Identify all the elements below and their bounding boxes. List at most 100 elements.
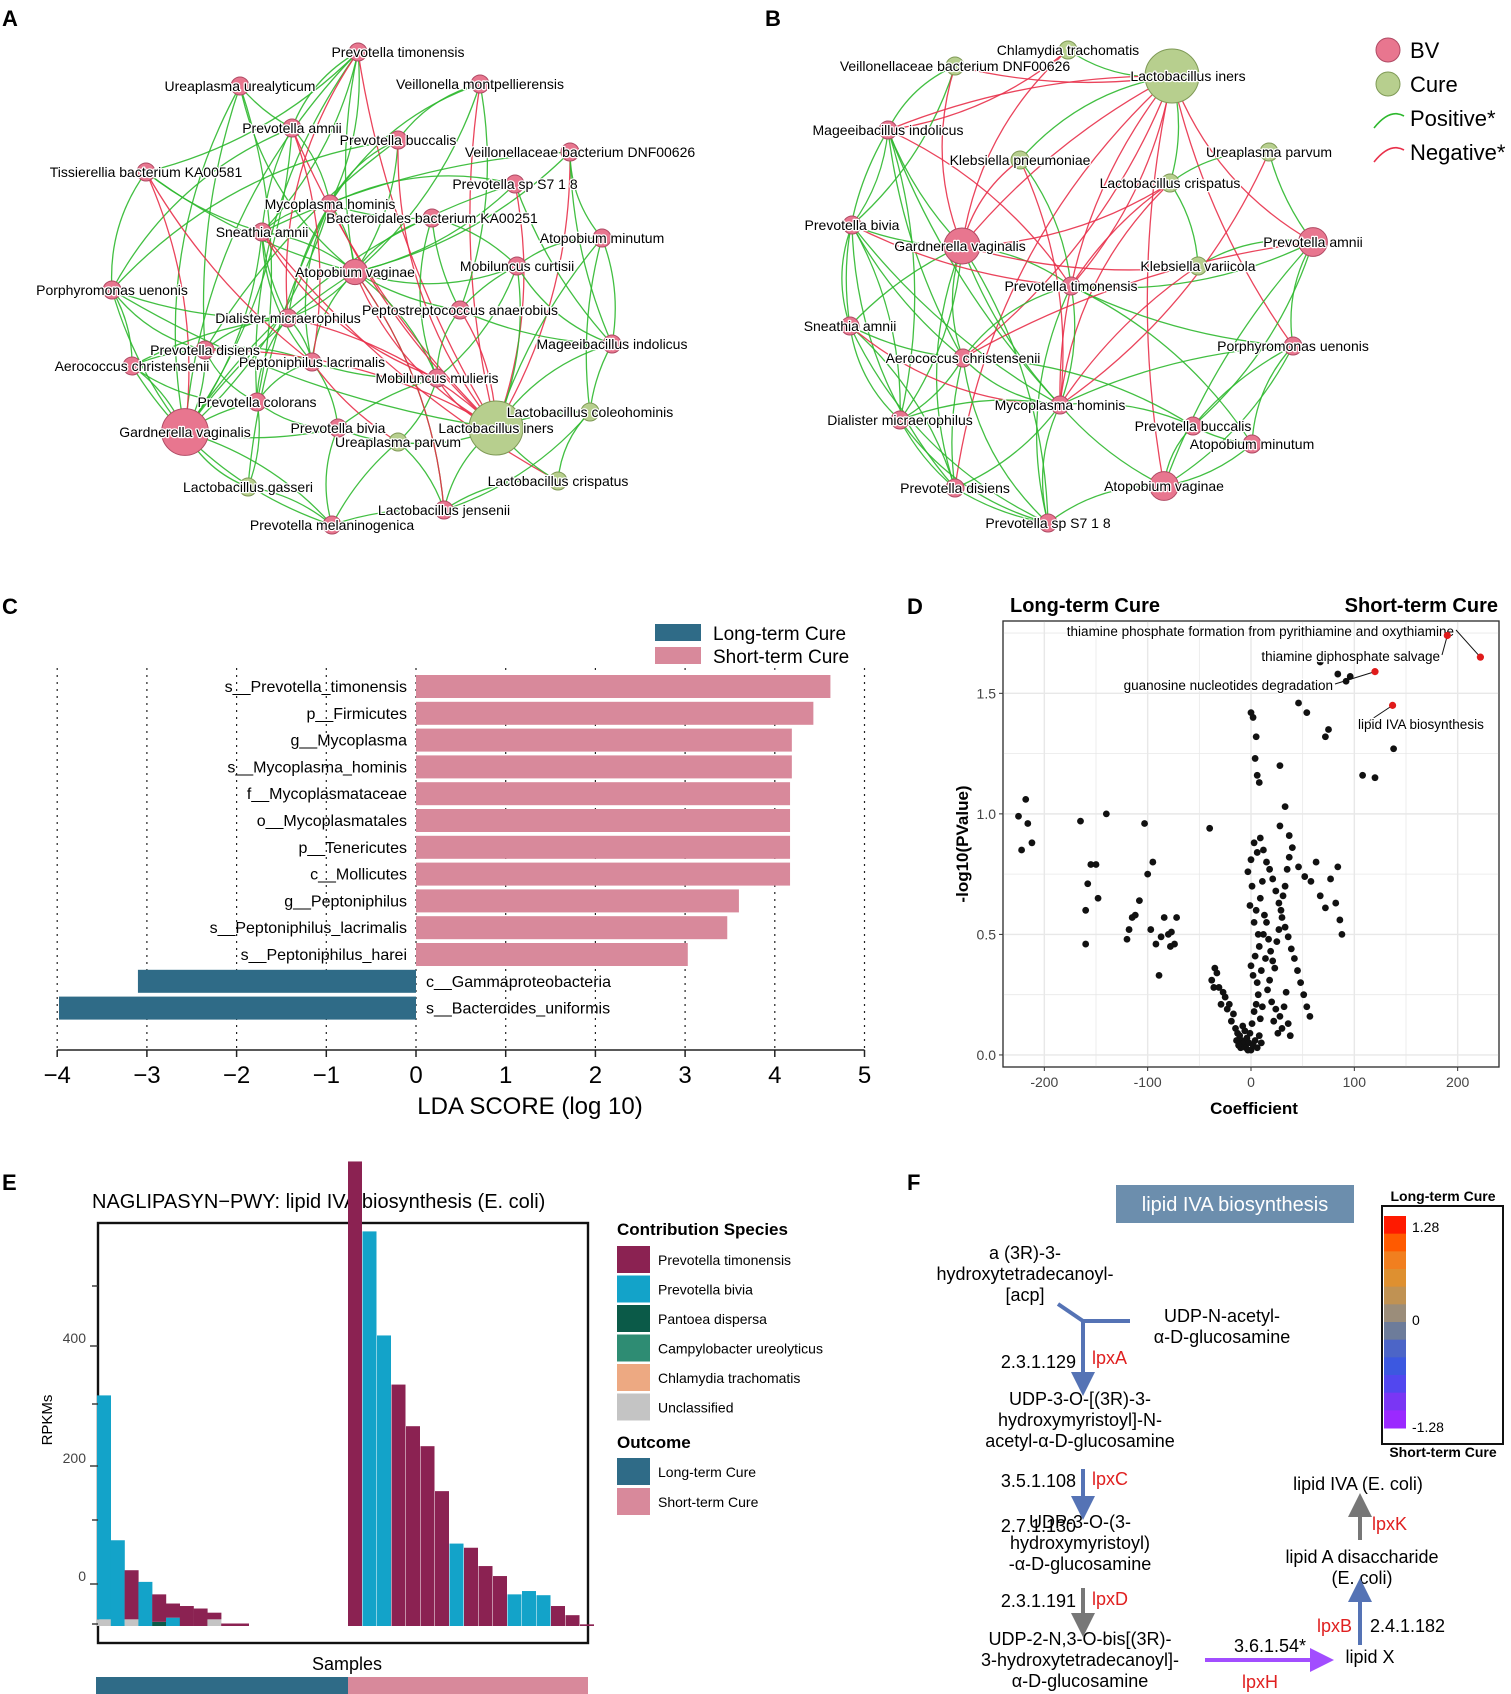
network-node (468, 400, 524, 456)
network-node (548, 471, 568, 491)
volcano-point (1094, 894, 1102, 902)
node-label: Prevotella sp S7 1 8 (452, 176, 578, 192)
rpkm-legend-swatch (617, 1275, 650, 1303)
volcano-point (1260, 931, 1267, 938)
volcano-point (1255, 779, 1263, 786)
network-edge (329, 203, 433, 220)
node-label: Ureaplasma parvum (1206, 144, 1332, 160)
volcano-point (1280, 1003, 1288, 1011)
enzyme-ec-label: 3.6.1.54* (1234, 1636, 1306, 1656)
network-edge (145, 171, 263, 233)
volcano-point (1225, 1000, 1233, 1008)
volcano-point (1336, 916, 1344, 924)
lda-legend-short-label: Short-term Cure (713, 647, 849, 668)
rpkm-outcome-short-label: Short-term Cure (658, 1494, 759, 1510)
volcano-point (1152, 940, 1160, 948)
lda-category-label: s__Mycoplasma_hominis (227, 759, 407, 776)
network-edge (601, 237, 616, 345)
network-node (348, 42, 368, 62)
network-edge (1163, 241, 1314, 487)
node-label: Klebsiella pneumoniae (950, 152, 1091, 168)
rpkm-bar-segment (97, 1395, 111, 1620)
volcano-point (1077, 817, 1084, 825)
colorbar-frame (1381, 1205, 1504, 1445)
rpkm-outcome-long-strip (96, 1677, 348, 1694)
network-edge (899, 399, 1061, 421)
rpkm-title: NAGLIPASYN−PWY: lipid IVA biosynthesis (… (92, 1191, 545, 1213)
network-node (507, 256, 527, 276)
volcano-point (1303, 1003, 1311, 1011)
volcano-point (1281, 803, 1289, 811)
network-edge (285, 51, 359, 319)
rpkm-bar-segment (536, 1595, 551, 1626)
network-node (505, 174, 525, 194)
panel-letter-a: A (2, 6, 18, 31)
node-label: Klebsiella variicola (1140, 258, 1255, 274)
compound-label: hydroxytetradecanoyl- (936, 1264, 1113, 1284)
network-edge (174, 85, 241, 433)
network-node (136, 162, 156, 182)
pathway-title-box (1116, 1185, 1354, 1223)
rpkm-bar-segment (348, 1161, 362, 1626)
network-edge (354, 139, 399, 273)
network-node (278, 308, 298, 328)
network-edge (495, 183, 525, 429)
node-label: Prevotella buccalis (1135, 418, 1252, 434)
compound-label: hydroxymyristoyl]-N- (998, 1410, 1162, 1430)
network-node (580, 402, 600, 422)
enzyme-gene-label: lpxH (1242, 1672, 1278, 1692)
volcano-point (1262, 955, 1269, 962)
lda-legend-long-label: Long-term Cure (713, 624, 846, 645)
volcano-point (1284, 1020, 1292, 1028)
volcano-point (1312, 858, 1320, 866)
node-label: Lactobacillus jensenii (378, 502, 510, 518)
volcano-point (1303, 709, 1311, 717)
network-node (878, 120, 898, 140)
network-edge (247, 203, 331, 488)
colorbar-top-label: Long-term Cure (1391, 1188, 1496, 1204)
lda-category-label: s__Peptoniphilus_harei (241, 947, 407, 964)
volcano-point (1281, 882, 1289, 890)
network-node (945, 478, 965, 498)
volcano-point (1300, 991, 1308, 999)
network-edge (849, 325, 1061, 406)
volcano-point (1258, 877, 1266, 885)
node-label: Peptostreptococcus anaerobius (362, 302, 558, 318)
volcano-point (1316, 892, 1324, 900)
node-label: Sneathia amnii (216, 224, 309, 240)
volcano-x-tick-label: 200 (1446, 1074, 1470, 1090)
network-edge (841, 224, 853, 327)
network-edge (941, 65, 963, 247)
network-edge (851, 224, 901, 421)
colorbar-segment (1384, 1233, 1406, 1252)
volcano-point (1246, 1029, 1254, 1037)
volcano-point (1258, 1003, 1266, 1011)
network-node (1050, 395, 1070, 415)
network-edge (1070, 182, 1171, 287)
rpkm-bar-segment (435, 1491, 449, 1626)
volcano-point (1248, 1020, 1256, 1028)
network-edge (131, 365, 258, 404)
network-edge (331, 441, 399, 526)
rpkm-bar-segment (179, 1606, 194, 1626)
network-edge (1059, 345, 1294, 406)
rpkm-legend-title: Contribution Species (617, 1220, 788, 1239)
legend-negative-label: Negative* (1410, 140, 1506, 165)
volcano-point (1253, 849, 1261, 856)
network-edge (184, 203, 331, 433)
network-edge (443, 411, 591, 511)
network-edge (954, 487, 1049, 524)
volcano-point (1257, 967, 1265, 974)
network-node (1061, 276, 1081, 296)
lda-category-label: f__Mycoplasmataceae (247, 786, 407, 803)
volcano-point (1264, 986, 1271, 994)
enzyme-gene-label: lpxC (1092, 1469, 1128, 1489)
volcano-y-tick-label: 1.5 (977, 685, 997, 701)
volcano-highlight-point (1443, 631, 1451, 640)
network-edge (962, 357, 1194, 427)
node-label: Aerococcus christensenii (55, 358, 210, 374)
lda-x-tick-label: 1 (499, 1062, 512, 1089)
volcano-point (1254, 991, 1262, 999)
network-node (195, 340, 215, 360)
